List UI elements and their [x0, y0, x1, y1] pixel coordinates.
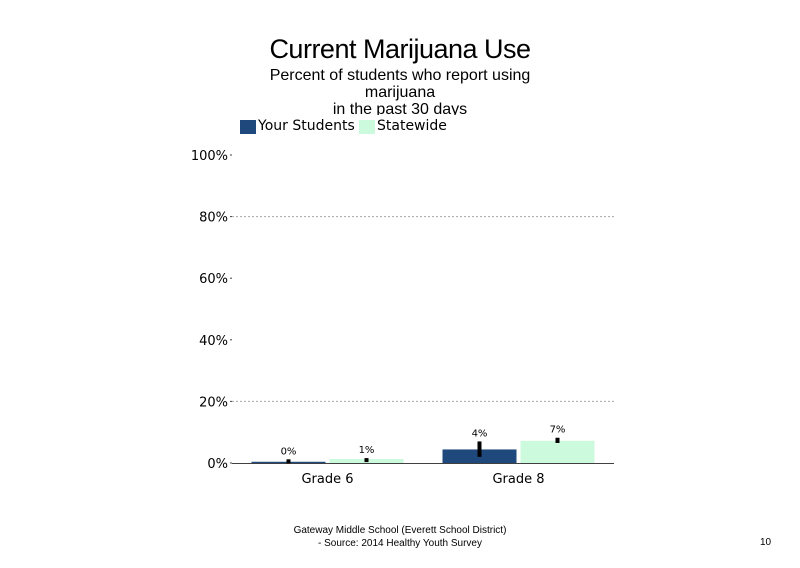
bar [520, 440, 595, 463]
footer: Gateway Middle School (Everett School Di… [200, 524, 600, 550]
subtitle-line: marijuana [364, 84, 436, 101]
y-tick-label: 80% [199, 211, 228, 226]
error-bar [364, 458, 369, 463]
error-bar [477, 441, 482, 457]
footer-source: - Source: 2014 Healthy Youth Survey [318, 538, 482, 549]
y-tick-label: 20% [199, 395, 228, 410]
error-bar [555, 437, 560, 443]
legend-label-your-students: Your Students [258, 118, 355, 134]
legend-swatch-your-students [240, 120, 256, 134]
x-tick-label: Grade 8 [492, 472, 544, 487]
subtitle-line: in the past 30 days [332, 101, 468, 115]
legend-label-statewide: Statewide [377, 118, 447, 134]
data-label: 4% [472, 428, 488, 439]
y-tick-label: 40% [199, 334, 228, 349]
y-tick-label: 0% [207, 457, 228, 472]
data-label: 1% [359, 445, 375, 456]
data-label: 0% [281, 446, 297, 457]
page-number: 10 [760, 537, 772, 548]
y-tick-label: 100% [191, 149, 228, 164]
y-tick-label: 60% [199, 272, 228, 287]
data-label: 7% [550, 425, 566, 436]
chart-title: Current Marijuana Use [269, 34, 531, 64]
legend-swatch-statewide [359, 120, 375, 134]
error-bar [286, 459, 291, 464]
x-tick-label: Grade 6 [301, 472, 353, 487]
subtitle-line: Percent of students who report using [269, 67, 531, 84]
chart-subtitle: Percent of students who report using mar… [248, 67, 552, 115]
footer-school: Gateway Middle School (Everett School Di… [293, 525, 507, 536]
